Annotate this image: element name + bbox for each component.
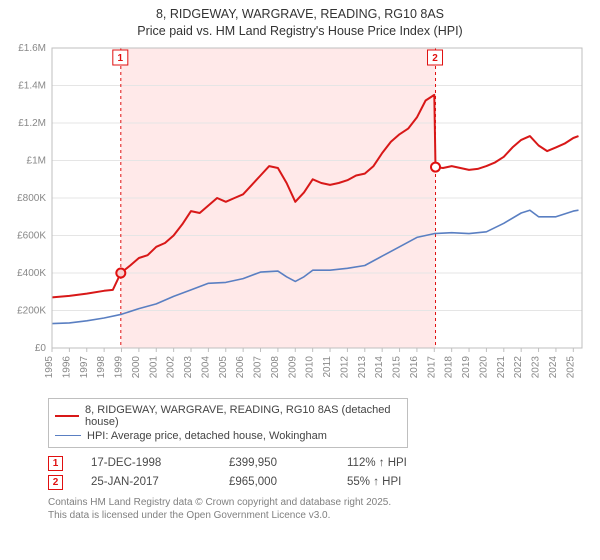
legend-swatch [55,415,79,417]
sale-date: 17-DEC-1998 [91,457,201,469]
sale-price: £965,000 [229,476,319,488]
svg-text:2000: 2000 [131,355,142,378]
svg-text:2018: 2018 [444,355,455,378]
svg-text:2005: 2005 [218,355,229,378]
legend-label: 8, RIDGEWAY, WARGRAVE, READING, RG10 8AS… [85,404,401,428]
svg-text:2021: 2021 [496,355,507,378]
sale-date: 25-JAN-2017 [91,476,201,488]
svg-text:£600K: £600K [17,230,46,241]
svg-text:£800K: £800K [17,193,46,204]
price-chart: £0 £200K £400K £600K £800K £1M £1.2M £1.4M £1.6M… [6,44,594,394]
legend-item-hpi: HPI: Average price, detached house, Woki… [55,429,401,443]
svg-text:£1.6M: £1.6M [18,44,46,54]
svg-text:2012: 2012 [339,355,350,378]
svg-text:1999: 1999 [114,355,125,378]
svg-text:1: 1 [118,53,124,64]
sale-badge: 1 [48,456,63,471]
legend-label: HPI: Average price, detached house, Woki… [87,430,327,442]
svg-text:1998: 1998 [96,355,107,378]
svg-text:2014: 2014 [374,355,385,378]
svg-text:2011: 2011 [322,355,333,377]
sales-table: 1 17-DEC-1998 £399,950 112% ↑ HPI 2 25-J… [48,454,582,492]
svg-text:2002: 2002 [166,355,177,378]
svg-text:£400K: £400K [17,268,46,279]
title-line-1: 8, RIDGEWAY, WARGRAVE, READING, RG10 8AS [6,6,594,23]
chart-title: 8, RIDGEWAY, WARGRAVE, READING, RG10 8AS… [6,6,594,40]
svg-text:£0: £0 [35,343,47,354]
svg-text:2020: 2020 [478,355,489,378]
sale-pct: 55% ↑ HPI [347,476,401,488]
svg-text:2025: 2025 [565,355,576,378]
legend-item-property: 8, RIDGEWAY, WARGRAVE, READING, RG10 8AS… [55,403,401,429]
title-line-2: Price paid vs. HM Land Registry's House … [6,23,594,40]
svg-text:2007: 2007 [253,355,264,378]
svg-text:1997: 1997 [79,355,90,378]
svg-text:2015: 2015 [392,355,403,378]
sale-price: £399,950 [229,457,319,469]
attribution: Contains HM Land Registry data © Crown c… [48,496,582,522]
sale-row: 1 17-DEC-1998 £399,950 112% ↑ HPI [48,454,582,473]
svg-text:2009: 2009 [287,355,298,378]
sale-badge: 2 [48,475,63,490]
svg-text:1995: 1995 [44,355,55,378]
svg-text:2013: 2013 [357,355,368,378]
svg-text:2022: 2022 [513,355,524,378]
svg-text:1996: 1996 [61,355,72,378]
sale-pct: 112% ↑ HPI [347,457,407,469]
svg-text:£1.4M: £1.4M [18,80,46,91]
sale-row: 2 25-JAN-2017 £965,000 55% ↑ HPI [48,473,582,492]
svg-text:£1M: £1M [27,155,46,166]
svg-text:2006: 2006 [235,355,246,378]
attribution-line-2: This data is licensed under the Open Gov… [48,509,582,522]
svg-text:£200K: £200K [17,305,46,316]
legend: 8, RIDGEWAY, WARGRAVE, READING, RG10 8AS… [48,398,408,448]
svg-text:2024: 2024 [548,355,559,378]
svg-text:2008: 2008 [270,355,281,378]
svg-text:2019: 2019 [461,355,472,378]
attribution-line-1: Contains HM Land Registry data © Crown c… [48,496,582,509]
svg-text:2010: 2010 [305,355,316,378]
svg-text:2023: 2023 [531,355,542,378]
svg-text:£1.2M: £1.2M [18,118,46,129]
svg-text:2003: 2003 [183,355,194,378]
svg-text:2: 2 [432,53,438,64]
chart-container: 8, RIDGEWAY, WARGRAVE, READING, RG10 8AS… [6,6,594,522]
svg-text:2017: 2017 [426,355,437,378]
legend-swatch [55,435,81,436]
svg-text:2004: 2004 [200,355,211,378]
svg-text:2001: 2001 [148,355,159,378]
svg-text:2016: 2016 [409,355,420,378]
